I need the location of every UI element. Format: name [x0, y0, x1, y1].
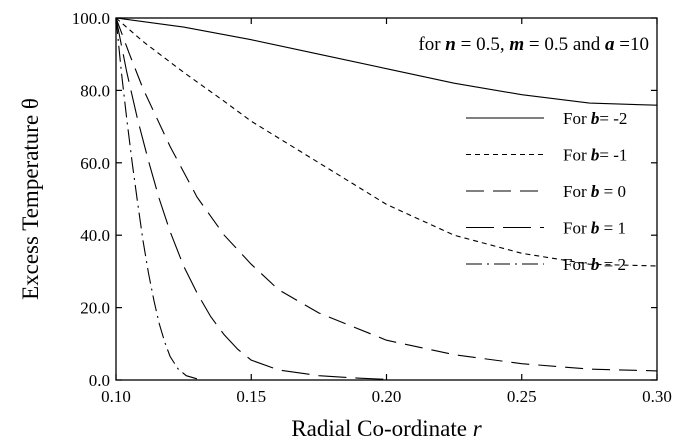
series-line-2 — [115, 17, 658, 267]
legend-label: For b = 1 — [563, 219, 626, 238]
parameter-annotation: for n = 0.5, m = 0.5 and a =10 — [418, 34, 649, 55]
y-tick-label: 0.0 — [89, 371, 110, 390]
x-tick-label: 0.15 — [236, 387, 266, 406]
legend-label: For b= -1 — [563, 146, 627, 165]
x-tick-label: 0.25 — [507, 387, 537, 406]
y-tick-label: 60.0 — [80, 154, 110, 173]
x-tick-label: 0.30 — [642, 387, 672, 406]
y-tick-label: 20.0 — [80, 299, 110, 318]
x-axis-title: Radial Co-ordinate r — [291, 416, 482, 441]
legend-label: For b = 0 — [563, 182, 626, 201]
series-line-5 — [115, 17, 198, 380]
plot-area — [115, 17, 658, 380]
series-line-1 — [115, 17, 658, 106]
series-line-3 — [115, 17, 658, 372]
y-tick-label: 80.0 — [80, 81, 110, 100]
legend-label: For b = 2 — [563, 255, 626, 274]
series-line-4 — [115, 17, 387, 380]
y-tick-label: 40.0 — [80, 226, 110, 245]
y-tick-label: 100.0 — [72, 9, 110, 28]
axis-ticks: 0.10 0.15 0.20 0.25 0.30 0.0 20.0 40.0 60.0 80.0 1… — [72, 9, 672, 406]
y-axis-title: Excess Temperature θ — [18, 98, 43, 300]
legend: For b= -2 For b= -1 For b = 0 For b = 1 For … — [466, 109, 627, 274]
x-tick-label: 0.20 — [372, 387, 402, 406]
legend-label: For b= -2 — [563, 109, 627, 128]
x-tick-label: 0.10 — [101, 387, 131, 406]
